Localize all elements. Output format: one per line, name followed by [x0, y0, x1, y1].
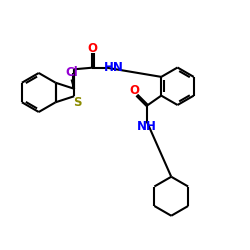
Text: Cl: Cl [65, 66, 78, 79]
Text: O: O [129, 84, 139, 97]
Text: HN: HN [104, 61, 123, 74]
Text: S: S [73, 96, 82, 110]
Text: O: O [87, 42, 97, 55]
Text: NH: NH [136, 120, 156, 133]
